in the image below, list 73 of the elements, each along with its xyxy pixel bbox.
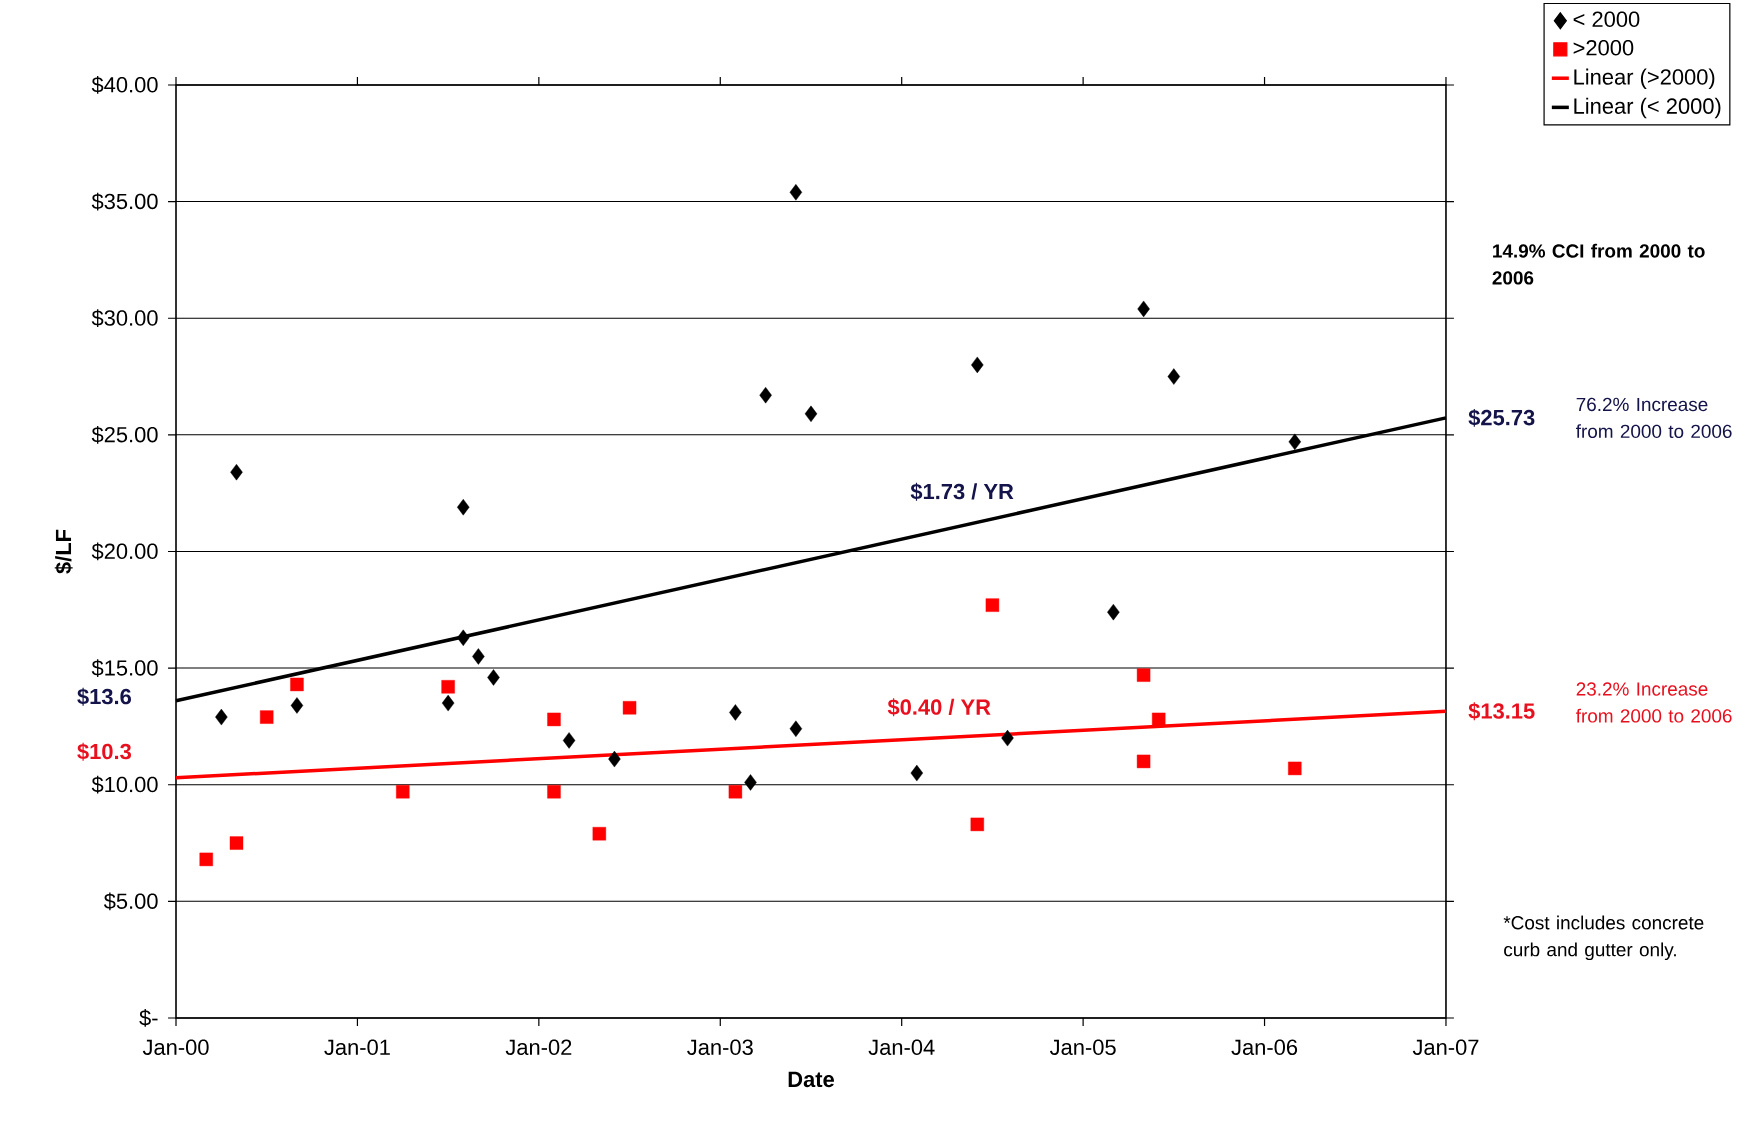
annotation: $10.3 [77, 742, 132, 761]
point [608, 750, 621, 768]
point [290, 697, 304, 714]
text: 14.9% CCI from 2000 to 2006 [1492, 243, 1705, 285]
point [230, 463, 243, 481]
point [729, 704, 742, 721]
point [985, 598, 1000, 612]
point [547, 785, 561, 799]
point [970, 817, 984, 832]
point [1001, 729, 1014, 747]
point [229, 836, 244, 850]
point [910, 764, 924, 782]
point [562, 732, 576, 749]
y-axis-title: $/LF [54, 529, 73, 574]
point [759, 387, 772, 404]
point [472, 648, 485, 665]
point [971, 356, 984, 374]
point [396, 785, 410, 799]
legend-label: < 2000 [1573, 11, 1640, 27]
y-tick-label: $15.00 [91, 659, 158, 677]
y-tick-label: $20.00 [91, 542, 158, 561]
y-tick-label: $- [139, 1009, 158, 1027]
text: *Cost includes concrete curb and gutter only. [1503, 915, 1704, 961]
y-tick-label: $10.00 [91, 775, 158, 794]
y-tick-label: $5.00 [103, 892, 158, 911]
point [457, 629, 470, 646]
point [441, 680, 455, 694]
point [199, 852, 213, 867]
point [457, 498, 470, 516]
point [804, 405, 818, 423]
annotation: $1.73 / YR [910, 482, 1014, 501]
y-tick-label: $25.00 [91, 425, 158, 444]
legend-label: Linear (>2000) [1574, 68, 1715, 90]
point [1137, 300, 1150, 318]
x-tick-label: Jan-07 [1412, 1039, 1479, 1056]
x-tick-label: Jan-03 [687, 1039, 753, 1056]
point [1136, 668, 1151, 682]
x-tick-label: Jan-02 [505, 1039, 572, 1056]
point [487, 669, 500, 686]
point [1288, 761, 1302, 776]
annotation: $0.40 / YR [887, 698, 991, 717]
point [1152, 712, 1166, 727]
y-tick-label: $40.00 [91, 76, 158, 94]
text: 76.2% Increase from 2000 to 2006 [1575, 397, 1732, 439]
point [789, 720, 803, 737]
point [1167, 368, 1181, 385]
point [1107, 603, 1120, 621]
y-tick-label: $35.00 [91, 192, 158, 211]
point [1136, 754, 1151, 769]
annotation: $13.6 [77, 687, 132, 706]
point [1288, 433, 1301, 451]
x-tick-label: Jan-06 [1231, 1039, 1298, 1056]
x-axis-title: Date [788, 1071, 834, 1088]
point [215, 708, 228, 726]
annotation: $25.73 [1468, 408, 1535, 427]
point [260, 710, 274, 724]
point [441, 694, 455, 712]
point [290, 677, 304, 692]
x-tick-label: Jan-04 [868, 1039, 935, 1056]
point [622, 701, 637, 715]
annotation: $13.15 [1468, 702, 1535, 721]
text: 23.2% Increase from 2000 to 2006 [1575, 682, 1732, 723]
point [728, 785, 743, 799]
legend-label: Linear (< 2000) [1574, 97, 1721, 119]
point [789, 184, 803, 201]
legend-label: >2000 [1573, 40, 1634, 56]
x-tick-label: Jan-00 [142, 1039, 209, 1056]
x-tick-label: Jan-01 [324, 1039, 390, 1056]
point [592, 827, 607, 841]
point [744, 774, 757, 791]
point [547, 712, 561, 727]
y-tick-label: $30.00 [91, 309, 158, 328]
x-tick-label: Jan-05 [1049, 1039, 1116, 1056]
